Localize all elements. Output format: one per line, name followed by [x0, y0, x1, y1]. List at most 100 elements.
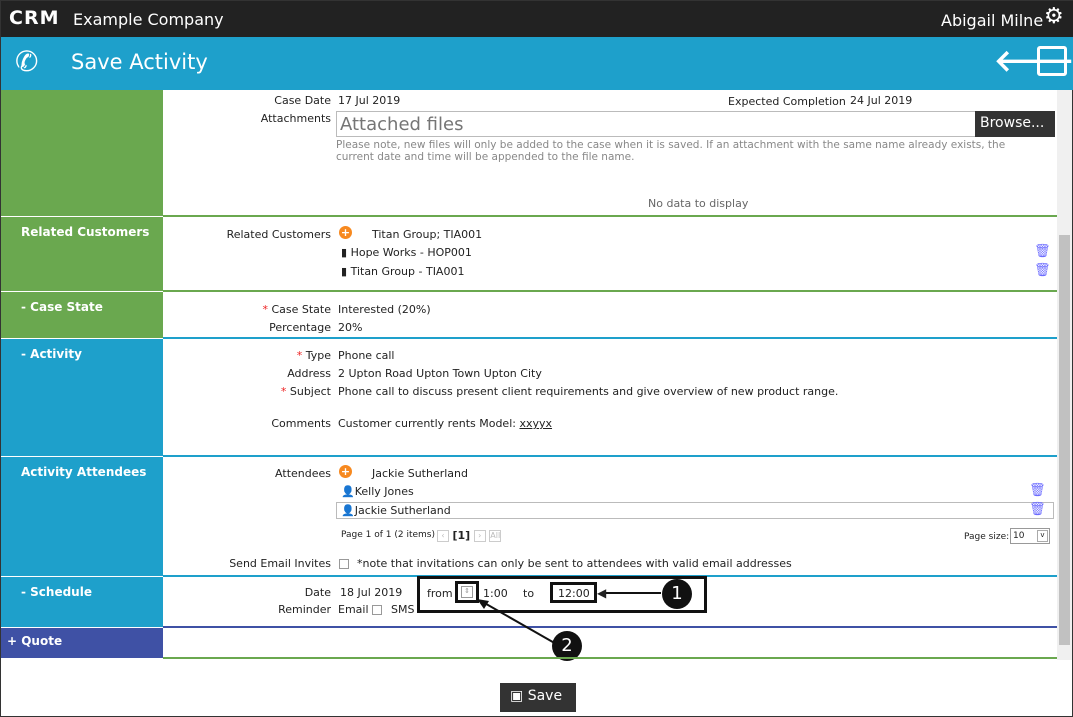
- comments-text: Customer currently rents Model:: [338, 417, 520, 430]
- list-item: 👤Jackie Sutherland: [336, 502, 1054, 519]
- email-label: Email: [338, 603, 369, 616]
- attendee-name: Jackie Sutherland: [354, 504, 451, 517]
- related-selected[interactable]: Titan Group; TIA001: [372, 228, 483, 241]
- customer-name: Titan Group - TIA001: [350, 265, 465, 278]
- percentage-label: Percentage: [269, 321, 331, 334]
- no-data-text: No data to display: [648, 197, 749, 210]
- current-page[interactable]: [1]: [452, 529, 471, 542]
- from-time[interactable]: 1:00: [483, 587, 508, 600]
- related-customers-section: Related Customers + Titan Group; TIA001 …: [163, 217, 1057, 292]
- sms-label: SMS: [391, 603, 415, 616]
- user-name[interactable]: Abigail Milne: [941, 11, 1044, 30]
- attendees-label: Attendees: [275, 467, 331, 480]
- callout-badge-1: 1: [662, 579, 692, 609]
- sidebar-related-customers[interactable]: Related Customers: [1, 217, 163, 291]
- to-time[interactable]: 12:00: [550, 582, 597, 603]
- attachments-label: Attachments: [260, 112, 331, 125]
- case-state-label: Case State: [271, 303, 331, 316]
- phone-icon: ✆: [15, 45, 39, 78]
- callout-arrow-2: [477, 599, 559, 646]
- floppy-icon: ▣: [510, 688, 524, 704]
- case-state-value[interactable]: Interested (20%): [338, 303, 431, 316]
- email-checkbox[interactable]: [372, 605, 383, 615]
- invites-note: *note that invitations can only be sent …: [357, 557, 792, 570]
- customer-name: Hope Works - HOP001: [350, 246, 472, 259]
- trash-icon[interactable]: 🗑: [1034, 244, 1051, 259]
- all-pages-button[interactable]: All: [489, 530, 502, 542]
- subject-label: Subject: [289, 385, 331, 398]
- toolbar: ✆ Save Activity 🡐: [1, 37, 1073, 90]
- sidebar-attendees[interactable]: Activity Attendees: [1, 457, 163, 576]
- to-label: to: [523, 587, 535, 600]
- sidebar-activity[interactable]: - Activity: [1, 339, 163, 456]
- save-icon[interactable]: [1037, 46, 1067, 76]
- add-customer-icon[interactable]: +: [339, 226, 352, 239]
- trash-icon[interactable]: 🗑: [1029, 502, 1046, 517]
- next-page-button[interactable]: ›: [473, 530, 486, 542]
- pager-controls: ‹ [1] › All: [437, 529, 502, 542]
- reminder-label: Reminder: [278, 603, 331, 616]
- spinner-icon[interactable]: ⇕: [461, 586, 473, 598]
- gear-icon[interactable]: ⚙: [1044, 4, 1064, 29]
- schedule-section: Date 18 Jul 2019 Reminder Email SMS from…: [163, 576, 1057, 646]
- type-value[interactable]: Phone call: [338, 349, 395, 362]
- email-option[interactable]: Email: [338, 603, 383, 616]
- quote-section: [163, 628, 1057, 659]
- sidebar-details: [1, 90, 163, 216]
- prev-page-button[interactable]: ‹: [437, 530, 449, 542]
- pager-text: Page 1 of 1 (2 items): [341, 530, 435, 540]
- page-size-label: Page size:: [964, 532, 1010, 542]
- subject-value[interactable]: Phone call to discuss present client req…: [338, 385, 839, 398]
- attendees-section: Attendees + Jackie Sutherland 👤Kelly Jon…: [163, 457, 1057, 577]
- page-size-select[interactable]: 10 v: [1010, 528, 1050, 544]
- crm-logo: CRM: [9, 7, 60, 29]
- time-spinner-highlight: ⇕: [455, 581, 479, 603]
- add-attendee-icon[interactable]: +: [339, 465, 352, 478]
- percentage-value: 20%: [338, 321, 363, 334]
- case-state-section: * Case State Interested (20%) Percentage…: [163, 292, 1057, 339]
- scrollbar[interactable]: [1057, 90, 1072, 660]
- company-name: Example Company: [73, 10, 224, 29]
- attendee-selected[interactable]: Jackie Sutherland: [372, 467, 469, 480]
- date-value[interactable]: 18 Jul 2019: [340, 586, 403, 599]
- details-section: Case Date 17 Jul 2019 Expected Completio…: [163, 90, 1057, 217]
- invites-label: Send Email Invites: [229, 557, 331, 570]
- page-title: Save Activity: [71, 50, 208, 74]
- save-button[interactable]: ▣ Save: [500, 683, 576, 712]
- type-label: Type: [305, 349, 331, 362]
- top-bar: CRM Example Company Abigail Milne ⚙: [1, 1, 1073, 37]
- sidebar-case-state[interactable]: - Case State: [1, 292, 163, 338]
- address-label: Address: [287, 367, 331, 380]
- arrow-head-icon: ◀: [597, 586, 607, 600]
- activity-section: * Type Phone call Address 2 Upton Road U…: [163, 339, 1057, 457]
- callout-box: [417, 576, 707, 613]
- list-item: ▮ Titan Group - TIA001: [341, 265, 465, 278]
- comments-label: Comments: [271, 417, 331, 430]
- trash-icon[interactable]: 🗑: [1034, 263, 1051, 278]
- save-label: Save: [527, 688, 563, 704]
- expected-date: 24 Jul 2019: [850, 94, 913, 107]
- browse-button[interactable]: Browse...: [975, 111, 1055, 137]
- sidebar-schedule[interactable]: - Schedule: [1, 577, 163, 627]
- trash-icon[interactable]: 🗑: [1029, 483, 1046, 498]
- callout-badge-2: 2: [552, 631, 582, 661]
- comments-value[interactable]: Customer currently rents Model: xxyyx: [338, 417, 552, 430]
- attendee-name: Kelly Jones: [354, 485, 414, 498]
- address-value[interactable]: 2 Upton Road Upton Town Upton City: [338, 367, 542, 380]
- page-size-value: 10: [1013, 531, 1025, 541]
- case-date-label: Case Date: [274, 94, 331, 107]
- callout-arrow: [605, 592, 661, 594]
- attachments-note: Please note, new files will only be adde…: [336, 139, 1006, 163]
- sidebar-quote[interactable]: + Quote: [1, 628, 163, 658]
- list-item: 👤Kelly Jones: [341, 485, 414, 498]
- chevron-down-icon: v: [1037, 530, 1048, 542]
- date-label: Date: [304, 586, 331, 599]
- list-item: ▮ Hope Works - HOP001: [341, 246, 472, 259]
- attachments-input[interactable]: [336, 111, 976, 137]
- invites-checkbox[interactable]: [339, 557, 349, 570]
- case-date: 17 Jul 2019: [338, 94, 401, 107]
- from-label: from: [427, 587, 453, 600]
- comments-link[interactable]: xxyyx: [519, 417, 553, 430]
- expected-label: Expected Completion: [728, 95, 846, 108]
- related-label: Related Customers: [226, 228, 331, 241]
